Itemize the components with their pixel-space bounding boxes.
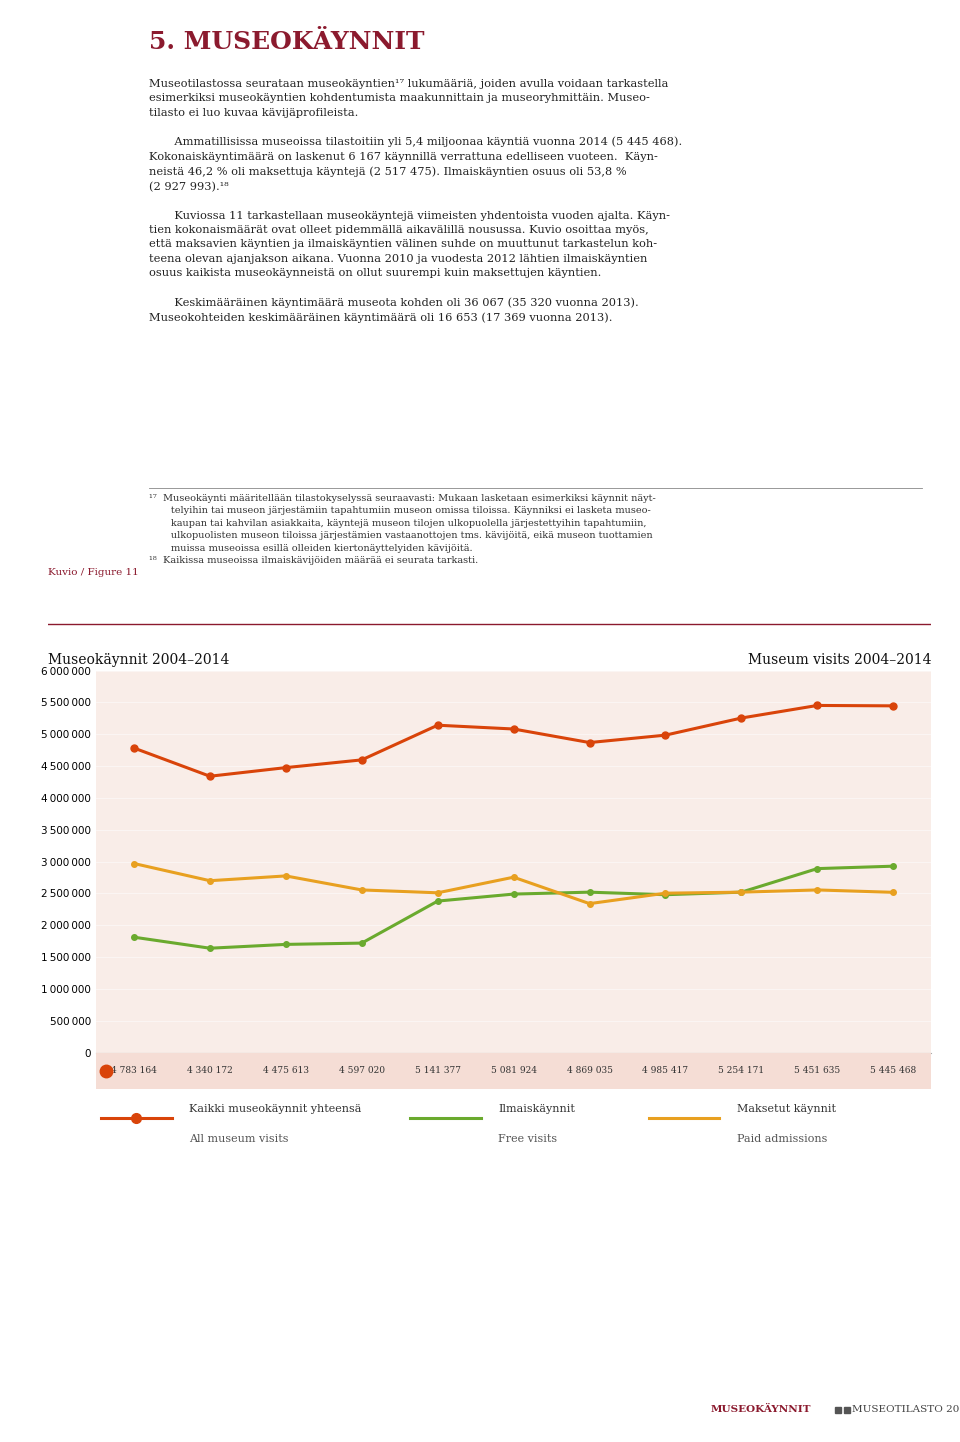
Text: Kaikki museokäynnit yhteensä: Kaikki museokäynnit yhteensä xyxy=(189,1105,362,1113)
Text: MUSEOTILASTO 2014  15: MUSEOTILASTO 2014 15 xyxy=(852,1405,960,1415)
Text: All museum visits: All museum visits xyxy=(189,1135,289,1144)
Text: Maksetut käynnit: Maksetut käynnit xyxy=(737,1105,836,1113)
Text: Museum visits 2004–2014: Museum visits 2004–2014 xyxy=(748,653,931,666)
Text: 4 783 164: 4 783 164 xyxy=(111,1066,156,1076)
Text: 5 081 924: 5 081 924 xyxy=(491,1066,537,1076)
Text: Museotilastossa seurataan museokäyntien¹⁷ lukumääriä, joiden avulla voidaan tark: Museotilastossa seurataan museokäyntien¹… xyxy=(149,79,682,323)
Text: 5 451 635: 5 451 635 xyxy=(794,1066,840,1076)
Text: 5 254 171: 5 254 171 xyxy=(718,1066,764,1076)
Text: Paid admissions: Paid admissions xyxy=(737,1135,828,1144)
Text: 4 597 020: 4 597 020 xyxy=(339,1066,385,1076)
Text: 5. MUSEOKÄYNNIT: 5. MUSEOKÄYNNIT xyxy=(149,30,424,55)
Text: Museokäynnit 2004–2014: Museokäynnit 2004–2014 xyxy=(48,653,229,666)
Text: Kuvio / Figure 11: Kuvio / Figure 11 xyxy=(48,568,139,577)
Text: 5 141 377: 5 141 377 xyxy=(415,1066,461,1076)
Text: Ilmaiskäynnit: Ilmaiskäynnit xyxy=(498,1105,575,1113)
Text: 5 445 468: 5 445 468 xyxy=(870,1066,917,1076)
Text: ¹⁷  Museokäynti määritellään tilastokyselyssä seuraavasti: Mukaan lasketaan esim: ¹⁷ Museokäynti määritellään tilastokysel… xyxy=(149,493,656,565)
Text: Free visits: Free visits xyxy=(498,1135,558,1144)
Text: 4 340 172: 4 340 172 xyxy=(187,1066,232,1076)
Text: 4 985 417: 4 985 417 xyxy=(642,1066,688,1076)
Text: 4 869 035: 4 869 035 xyxy=(566,1066,612,1076)
Text: 4 475 613: 4 475 613 xyxy=(263,1066,309,1076)
Text: MUSEOKÄYNNIT: MUSEOKÄYNNIT xyxy=(710,1405,811,1415)
